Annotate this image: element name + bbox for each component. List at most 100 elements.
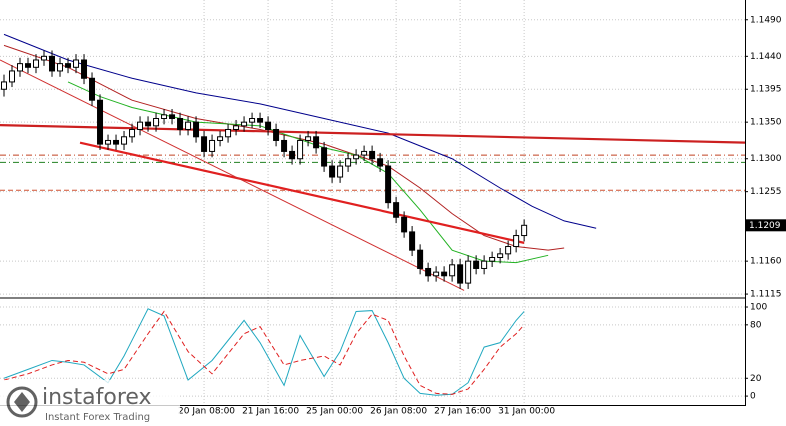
candle-body <box>313 136 320 149</box>
candle-body <box>281 139 288 152</box>
y-tick-label: 20 <box>750 374 762 384</box>
candle-body <box>49 55 56 72</box>
candle-body <box>513 235 520 248</box>
x-tick-label: 27 Jan 16:00 <box>434 407 491 417</box>
candle-body <box>497 253 504 258</box>
y-tick-label: 1.1490 <box>750 15 782 25</box>
candle-body <box>489 256 496 262</box>
candle-body <box>377 158 384 167</box>
current-price-label: 1.1209 <box>749 221 781 231</box>
x-tick-label: 31 Jan 00:00 <box>498 407 555 417</box>
candle-body <box>201 136 208 152</box>
y-tick-label: 1.1440 <box>750 52 782 62</box>
x-tick-label: 20 Jan 08:00 <box>178 407 235 417</box>
candle-body <box>337 165 344 178</box>
candle-body <box>473 260 480 269</box>
indicator-line <box>3 33 597 229</box>
candle-body <box>481 260 488 269</box>
y-tick-label: 1.1115 <box>750 290 782 300</box>
candle-body <box>137 121 144 130</box>
y-tick-label: 100 <box>750 303 767 313</box>
y-tick-label: 0 <box>750 392 756 402</box>
candle-body <box>329 165 336 178</box>
grid-layer: 1.1490 1.1440 1.1395 1.1350 1.1300 1.1255 1.11… <box>0 0 782 417</box>
candle-body <box>265 121 272 130</box>
x-tick-label: 25 Jan 00:00 <box>306 407 363 417</box>
candle-body <box>393 202 400 218</box>
trend-line <box>0 59 465 291</box>
candle-body <box>145 121 152 127</box>
watermark-brand: instaforex <box>42 385 152 410</box>
candle-body <box>1 81 8 90</box>
candle-body <box>81 59 88 79</box>
indicator-line <box>3 308 525 396</box>
y-tick-label: 1.1395 <box>750 85 782 95</box>
candle-body <box>121 136 128 145</box>
plot-layer: 1.1209 <box>0 33 786 396</box>
candle-body <box>113 139 120 145</box>
candle-body <box>345 158 352 167</box>
watermark: instaforex Instant Forex Trading <box>0 380 180 426</box>
trend-line <box>79 141 525 244</box>
y-tick-label: 1.1255 <box>750 187 782 197</box>
candle-body <box>177 118 184 130</box>
candle-body <box>433 271 440 277</box>
candle-body <box>257 118 264 123</box>
candle-body <box>457 264 464 284</box>
candle-body <box>441 271 448 277</box>
candle-body <box>193 121 200 138</box>
candle-body <box>209 139 216 152</box>
candle-body <box>153 118 160 127</box>
candle-body <box>105 139 112 145</box>
y-tick-label: 1.1350 <box>750 118 782 128</box>
candle-body <box>273 128 280 141</box>
candle-body <box>361 150 368 156</box>
candle-body <box>25 63 32 68</box>
candle-body <box>425 267 432 277</box>
watermark-bg <box>0 380 180 426</box>
candle-body <box>321 147 328 167</box>
candle-body <box>249 118 256 123</box>
candle-body <box>385 165 392 204</box>
candle-body <box>369 150 376 160</box>
candle-body <box>505 246 512 255</box>
candle-body <box>169 114 176 120</box>
candle-body <box>305 136 312 141</box>
candle-body <box>401 216 408 233</box>
candle-body <box>353 154 360 160</box>
y-tick-label: 80 <box>750 320 762 330</box>
candle-body <box>57 63 64 72</box>
candle-body <box>41 55 48 61</box>
candle-body <box>217 136 224 141</box>
current-price-box <box>746 219 786 232</box>
indicator-line <box>3 310 525 395</box>
watermark-tagline: Instant Forex Trading <box>45 412 150 423</box>
candle-body <box>289 150 296 160</box>
candle-body <box>233 125 240 130</box>
candle-body <box>73 59 80 68</box>
candle-body <box>241 121 248 127</box>
candle-body <box>33 59 40 68</box>
candle-body <box>89 77 96 101</box>
candle-body <box>97 99 104 145</box>
candle-body <box>521 224 528 237</box>
candle-body <box>417 249 424 269</box>
candle-body <box>129 128 136 138</box>
candle-body <box>17 63 24 72</box>
candle-body <box>465 260 472 284</box>
y-tick-label: 1.1300 <box>750 154 782 164</box>
y-tick-label: 1.1160 <box>750 257 782 267</box>
candle-body <box>449 264 456 277</box>
watermark-logo <box>14 392 30 412</box>
candle-body <box>161 114 168 120</box>
trend-line <box>0 123 746 144</box>
x-tick-label: 21 Jan 16:00 <box>242 407 299 417</box>
candle-body <box>185 121 192 130</box>
candle-body <box>297 139 304 160</box>
candle-body <box>65 63 72 68</box>
candle-body <box>409 231 416 251</box>
x-tick-label: 26 Jan 08:00 <box>370 407 427 417</box>
candle-body <box>9 70 16 83</box>
candle-body <box>225 128 232 138</box>
